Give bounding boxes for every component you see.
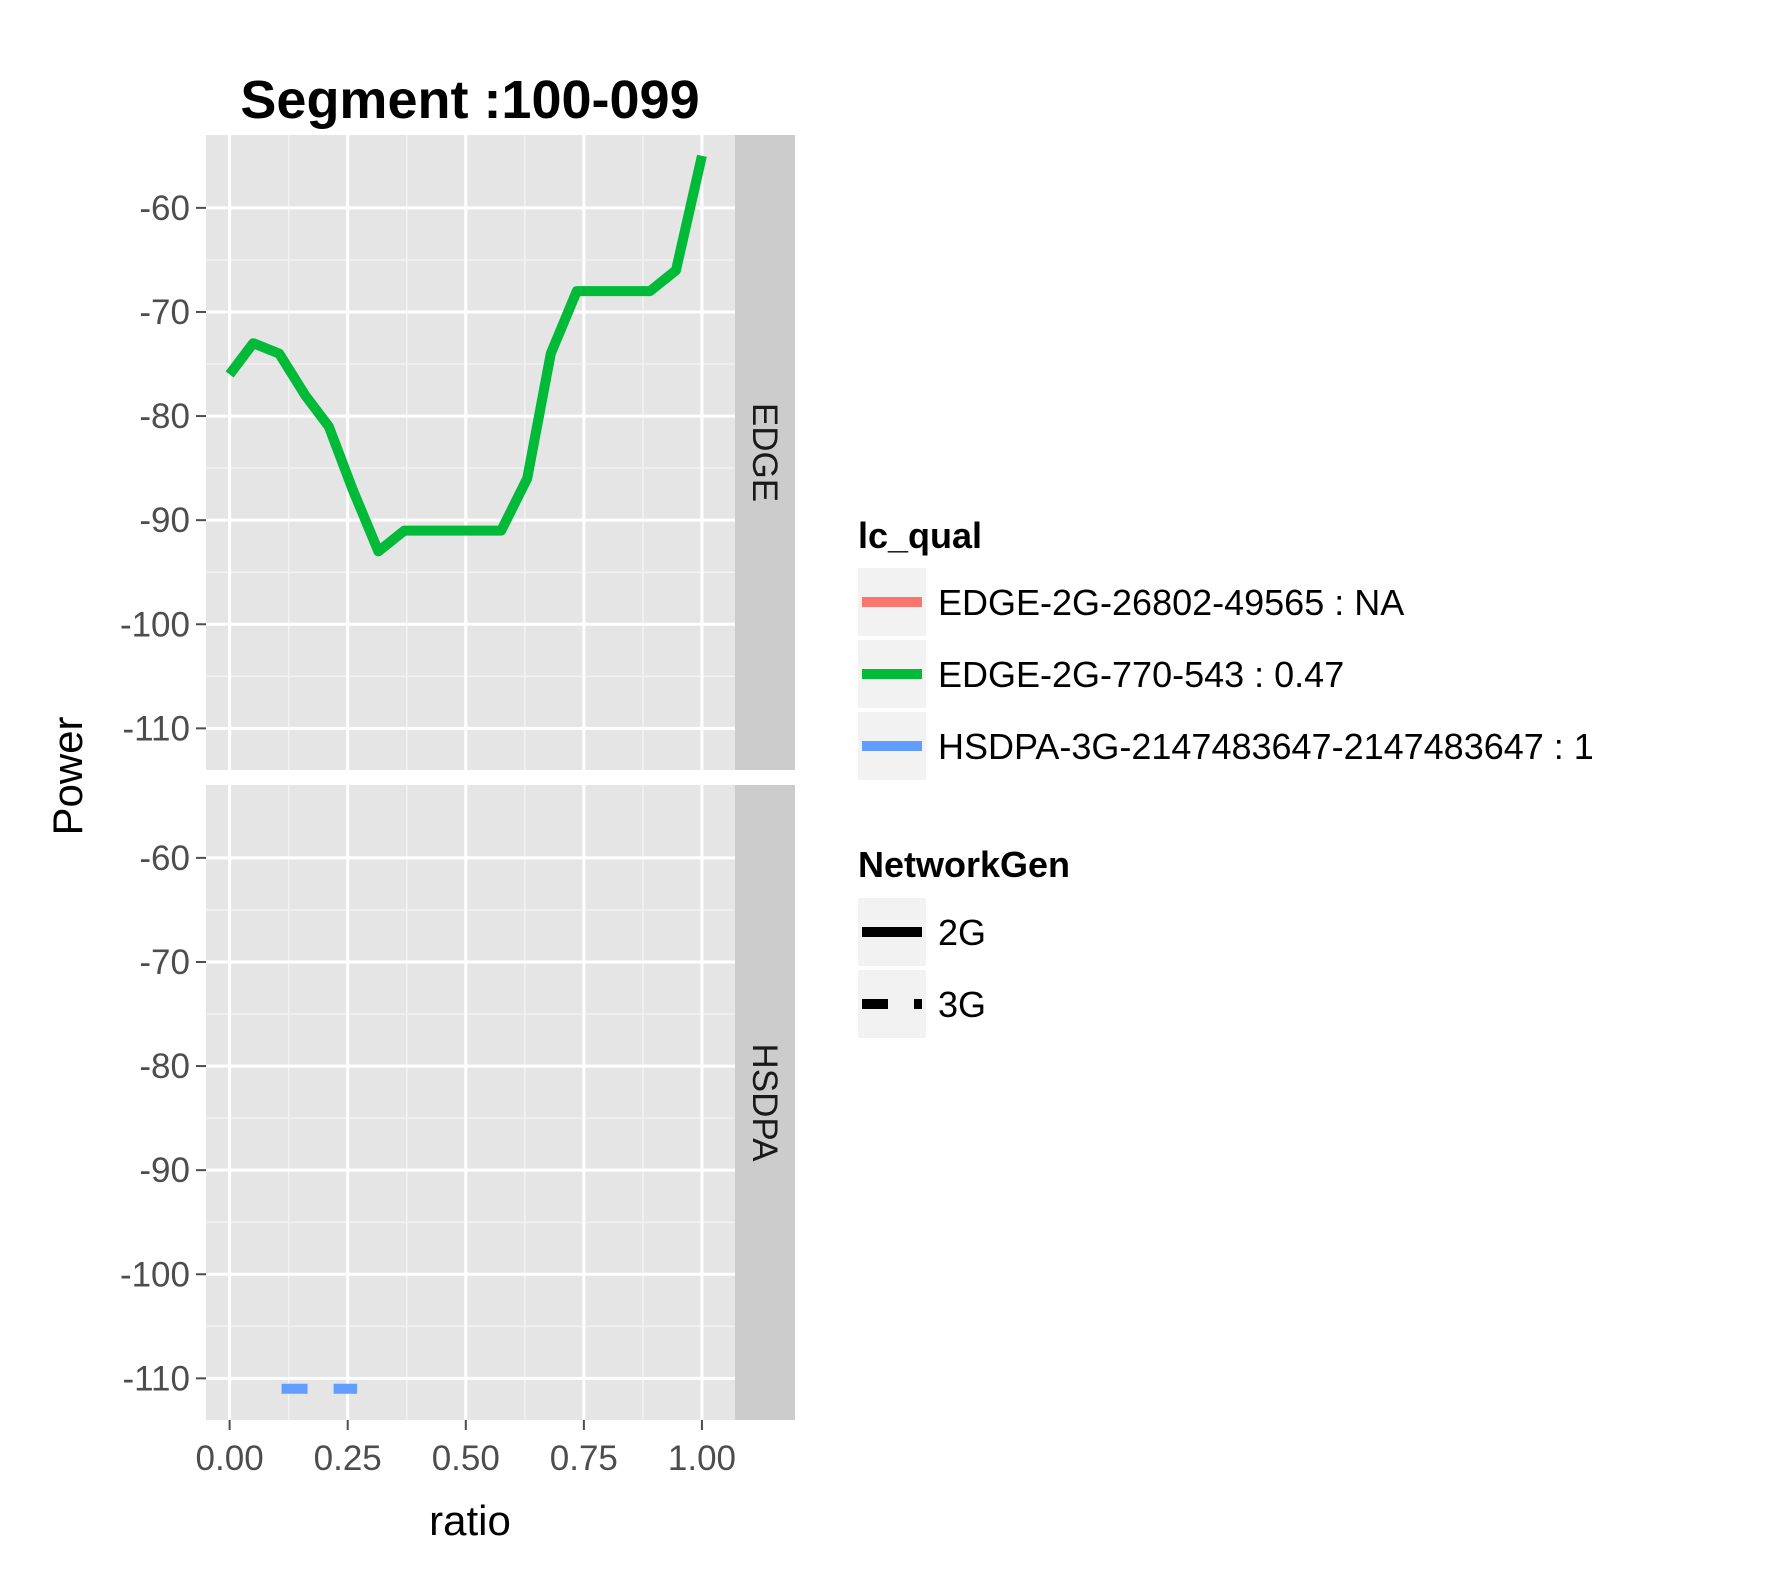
y-tick-label: -70	[139, 293, 190, 332]
facet-panel-hsdpa: -60 -70 -80 -90 -100 -110 HSDPA	[120, 785, 795, 1420]
y-axis-label: Power	[44, 716, 91, 835]
y-tick-label: -80	[139, 1047, 190, 1086]
legend-entry-label: EDGE-2G-770-543 : 0.47	[938, 654, 1344, 695]
x-tick-label: 0.00	[196, 1439, 264, 1478]
x-axis-label: ratio	[429, 1497, 511, 1544]
panel-background	[206, 135, 735, 770]
facet-strip-label: HSDPA	[745, 1044, 784, 1163]
x-tick-label: 0.25	[314, 1439, 382, 1478]
y-tick-label: -100	[120, 605, 190, 644]
series-line	[225, 154, 707, 557]
legend-lc-qual: lc_qual EDGE-2G-26802-49565 : NA EDGE-2G-…	[858, 515, 1594, 780]
legend-entry-label: 3G	[938, 984, 986, 1025]
y-tick-label: -110	[123, 709, 190, 748]
facet-strip-label: EDGE	[745, 403, 784, 502]
facet-strip	[735, 785, 795, 1420]
legend-entry-label: EDGE-2G-26802-49565 : NA	[938, 582, 1404, 623]
y-tick-label: -60	[139, 189, 190, 228]
legend-entry-label: HSDPA-3G-2147483647-2147483647 : 1	[938, 726, 1594, 767]
panel-background	[206, 785, 735, 1420]
y-tick-label: -80	[139, 397, 190, 436]
y-tick-label: -90	[139, 1151, 190, 1190]
y-tick-label: -70	[139, 943, 190, 982]
x-tick-label: 1.00	[668, 1439, 736, 1478]
legend-network-gen: NetworkGen 2G 3G	[858, 844, 1070, 1038]
facet-strip	[735, 135, 795, 770]
y-tick-label: -110	[123, 1359, 190, 1398]
y-tick-label: -90	[139, 501, 190, 540]
x-tick-label: 0.50	[432, 1439, 500, 1478]
chart-title: Segment :100-099	[240, 70, 699, 130]
facet-panels: -60 -70 -80 -90 -100 -110 EDGE -60 -70 -80 -90 -100…	[120, 135, 795, 1478]
legend-entry-label: 2G	[938, 912, 986, 953]
y-tick-label: -100	[120, 1255, 190, 1294]
legend-title-lc-qual: lc_qual	[858, 515, 982, 556]
facet-panel-edge: -60 -70 -80 -90 -100 -110 EDGE	[120, 135, 795, 770]
y-tick-label: -60	[139, 839, 190, 878]
x-tick-label: 0.75	[550, 1439, 618, 1478]
legend-title-network-gen: NetworkGen	[858, 844, 1070, 885]
